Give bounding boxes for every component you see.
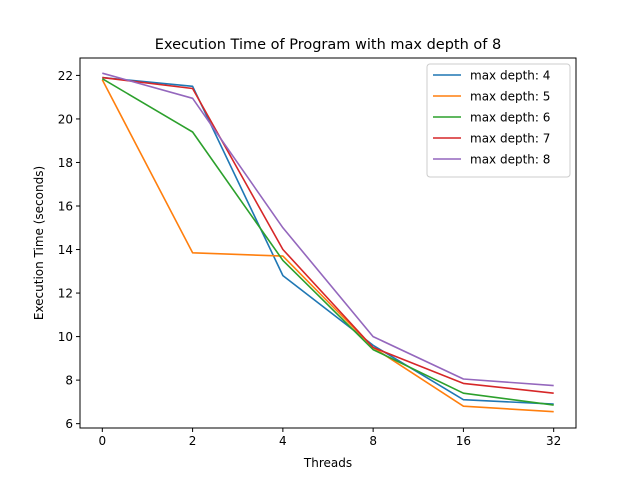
legend-label: max depth: 8 (470, 153, 550, 167)
series-line-5 (102, 72, 554, 387)
series-line-2 (101, 79, 554, 413)
legend-label: max depth: 4 (470, 69, 550, 83)
y-axis: 6 8 10 12 14 16 18 20 22 (58, 69, 80, 431)
x-axis: 0 2 4 8 16 32 (98, 428, 561, 448)
y-axis-label: Execution Time (seconds) (32, 166, 46, 320)
y-tick-label: 8 (65, 374, 73, 388)
plot-frame (79, 57, 577, 429)
x-tick-label: 2 (189, 434, 197, 448)
legend: max depth: 4 max depth: 5 max depth: 6 max … (426, 63, 571, 178)
y-tick-label: 22 (58, 69, 73, 83)
series-line-4 (102, 76, 554, 394)
y-tick-label: 10 (58, 330, 73, 344)
y-tick-label: 12 (58, 287, 73, 301)
y-tick-label: 20 (58, 112, 73, 126)
legend-label: max depth: 5 (470, 90, 550, 104)
x-tick-label: 0 (98, 434, 106, 448)
y-tick-label: 6 (65, 417, 73, 431)
series-line-3 (101, 78, 554, 406)
x-tick-label: 16 (456, 434, 471, 448)
chart-title: Execution Time of Program with max depth… (155, 37, 501, 53)
y-tick-label: 18 (58, 156, 73, 170)
legend-box (426, 63, 571, 178)
x-tick-label: 8 (369, 434, 377, 448)
y-tick-label: 16 (58, 200, 73, 214)
x-axis-label: Threads (303, 456, 352, 470)
x-tick-label: 4 (279, 434, 287, 448)
legend-label: max depth: 6 (470, 111, 550, 125)
series-line-1 (102, 76, 554, 405)
plot-lines (101, 72, 554, 413)
x-tick-label: 32 (546, 434, 561, 448)
legend-label: max depth: 7 (470, 132, 550, 146)
y-tick-label: 14 (58, 243, 73, 257)
